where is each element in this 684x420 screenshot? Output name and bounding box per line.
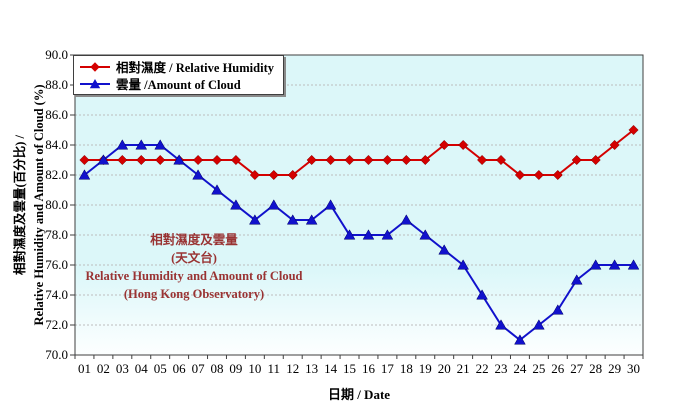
x-tick-label: 04 xyxy=(134,361,148,376)
y-tick-label: 88.0 xyxy=(45,77,68,92)
x-tick-label: 16 xyxy=(361,361,375,376)
legend-label: 雲量 /Amount of Cloud xyxy=(116,78,241,92)
cloud-series-marker-icon xyxy=(80,78,110,88)
x-tick-label: 02 xyxy=(96,361,110,376)
annotation-line: (Hong Kong Observatory) xyxy=(123,287,265,301)
x-tick-label: 14 xyxy=(324,361,338,376)
x-tick-label: 15 xyxy=(343,361,357,376)
humidity-series-marker-icon xyxy=(80,61,110,72)
plot-area xyxy=(70,54,644,359)
y-tick-label: 80.0 xyxy=(45,197,68,212)
x-tick-label: 13 xyxy=(305,361,319,376)
y-tick-label: 74.0 xyxy=(45,287,68,302)
x-tick-label: 09 xyxy=(229,361,243,376)
x-axis-title: 日期 / Date xyxy=(327,387,391,402)
x-tick-label: 26 xyxy=(551,361,565,376)
x-tick-label: 07 xyxy=(191,361,205,376)
x-tick-label: 28 xyxy=(589,361,603,376)
chart-annotation: 相對濕度及雲量 (天文台) Relative Humidity and Amount… xyxy=(68,231,320,303)
y-tick-label: 86.0 xyxy=(45,107,68,122)
y-tick-label: 82.0 xyxy=(45,167,68,182)
y-tick-label: 84.0 xyxy=(45,137,68,152)
legend-item: 相對濕度 / Relative Humidity xyxy=(79,58,274,75)
x-tick-label: 05 xyxy=(153,361,167,376)
x-tick-label: 21 xyxy=(456,361,470,376)
x-tick-label: 24 xyxy=(513,361,527,376)
legend: 相對濕度 / Relative Humidity 雲量 /Amount of Cl… xyxy=(73,55,284,95)
x-tick-label: 12 xyxy=(286,361,300,376)
legend-label: 相對濕度 / Relative Humidity xyxy=(116,61,274,75)
x-tick-label: 11 xyxy=(267,361,281,376)
x-tick-label: 20 xyxy=(437,361,451,376)
y-tick-label: 90.0 xyxy=(45,47,68,62)
x-tick-label: 03 xyxy=(115,361,129,376)
annotation-line: Relative Humidity and Amount of Cloud xyxy=(85,269,303,283)
chart-plot-svg xyxy=(70,54,644,359)
x-tick-label: 19 xyxy=(418,361,432,376)
y-tick-label: 76.0 xyxy=(45,257,68,272)
x-tick-label: 30 xyxy=(627,361,641,376)
x-tick-label: 01 xyxy=(77,361,91,376)
x-tick-label: 29 xyxy=(608,361,622,376)
x-tick-label: 22 xyxy=(475,361,489,376)
x-tick-label: 27 xyxy=(570,361,584,376)
x-tick-label: 08 xyxy=(210,361,224,376)
x-tick-label: 23 xyxy=(494,361,508,376)
y-tick-label: 72.0 xyxy=(45,317,68,332)
x-tick-label: 17 xyxy=(380,361,394,376)
x-tick-label: 06 xyxy=(172,361,186,376)
annotation-line: 相對濕度及雲量 xyxy=(150,233,238,247)
y-tick-label: 70.0 xyxy=(45,347,68,362)
legend-item: 雲量 /Amount of Cloud xyxy=(79,75,274,92)
annotation-line: (天文台) xyxy=(171,251,217,265)
x-tick-label: 25 xyxy=(532,361,546,376)
x-tick-label: 10 xyxy=(248,361,262,376)
x-tick-label: 18 xyxy=(399,361,413,376)
y-tick-label: 78.0 xyxy=(45,227,68,242)
